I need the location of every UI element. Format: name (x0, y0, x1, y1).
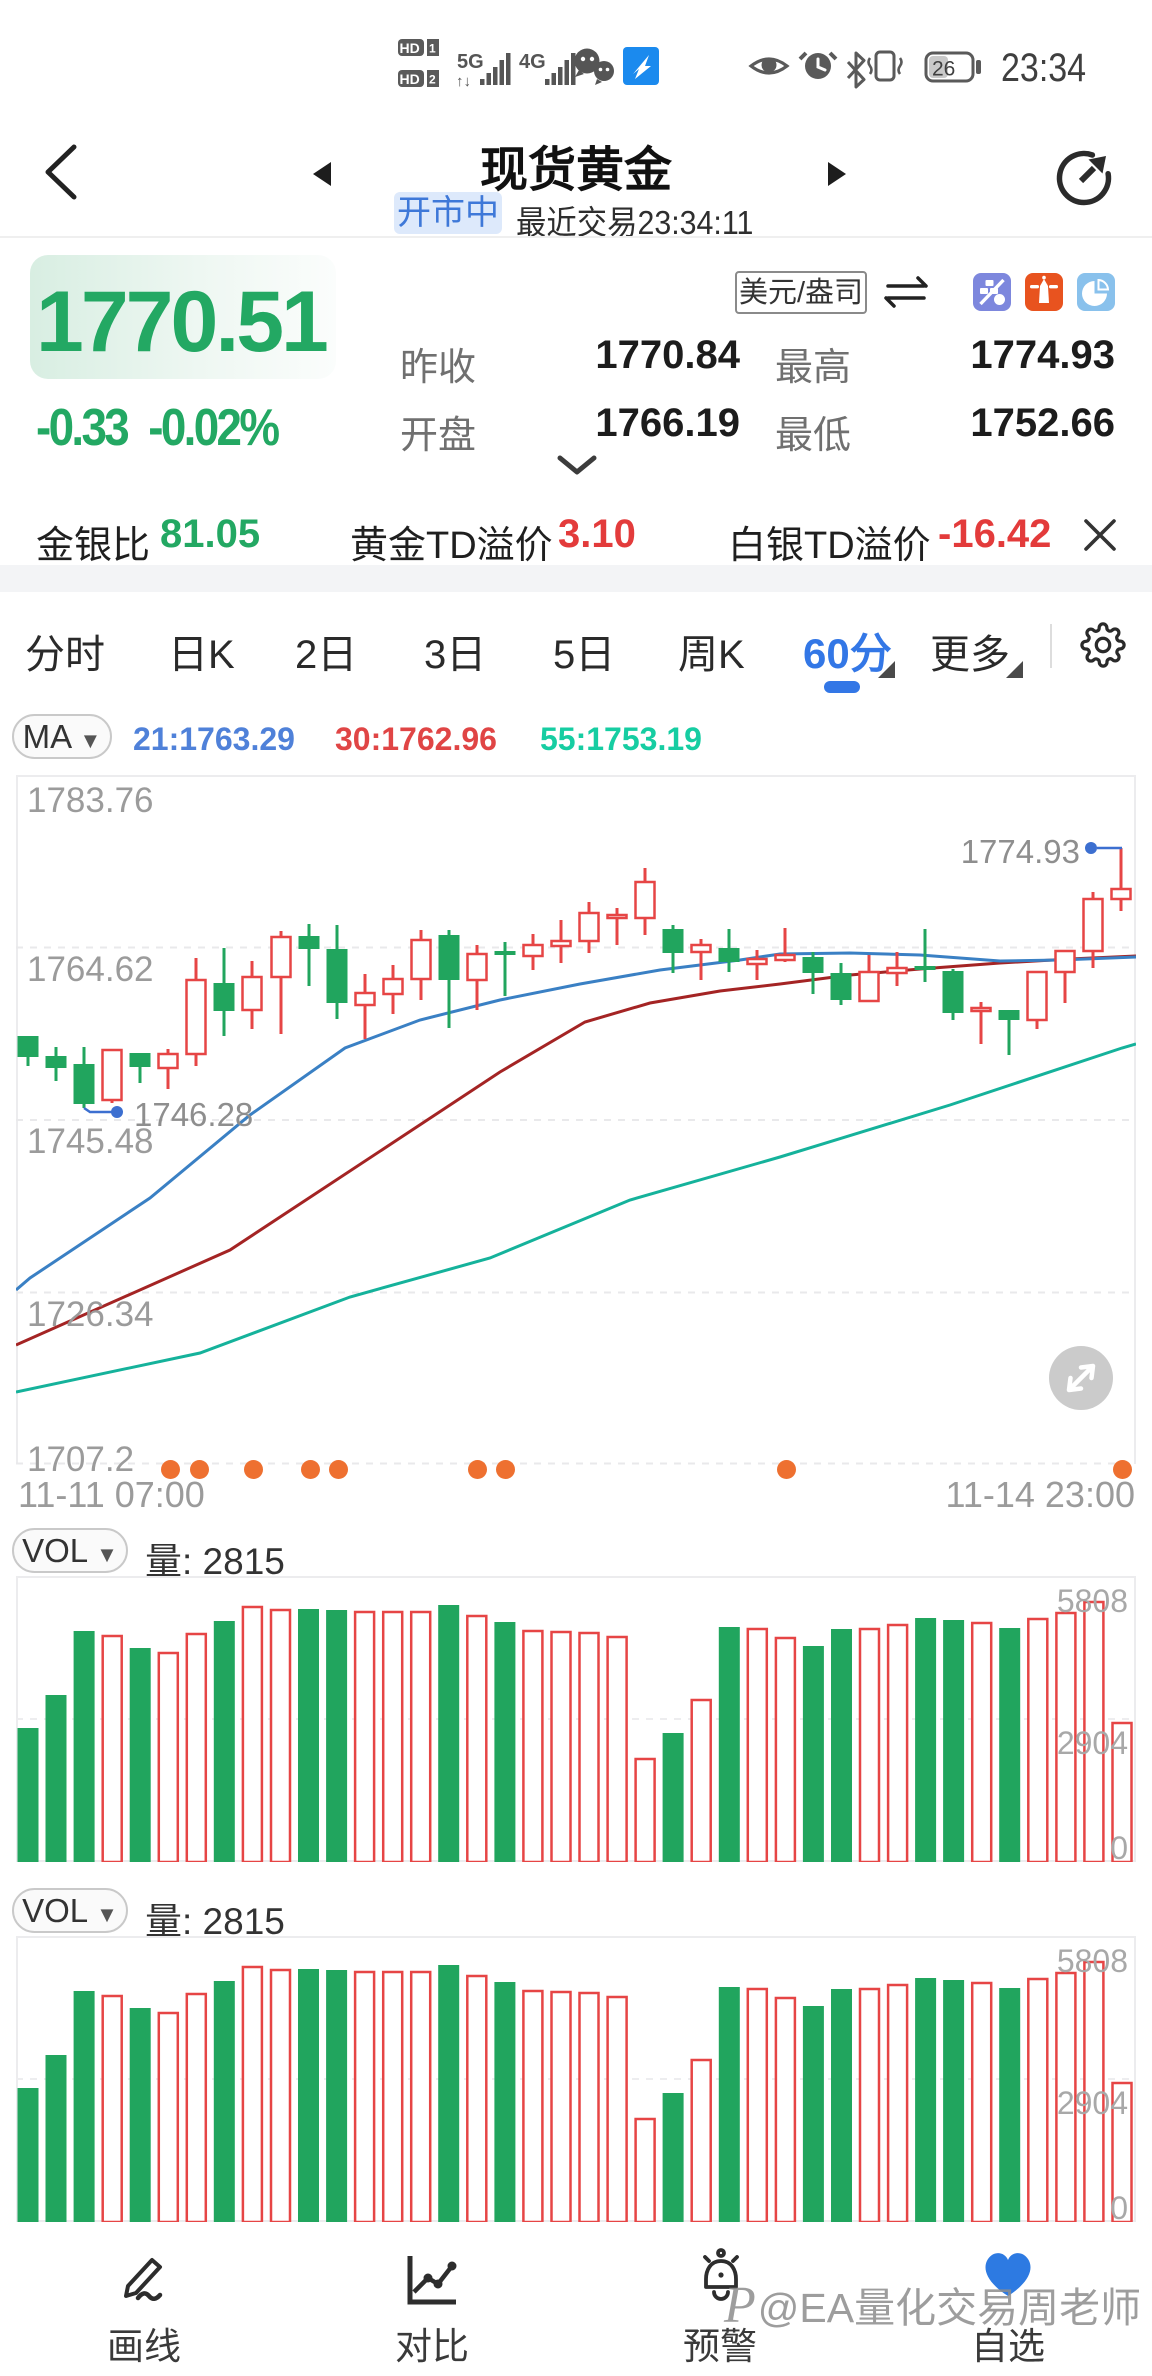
svg-text:HD: HD (400, 71, 420, 87)
svg-text:5G: 5G (457, 51, 484, 73)
svg-text:26: 26 (932, 58, 955, 81)
svg-text:2: 2 (429, 73, 436, 87)
svg-text:↑↓: ↑↓ (456, 73, 471, 90)
svg-text:HD: HD (400, 40, 420, 56)
svg-text:4G: 4G (519, 51, 546, 73)
svg-text:1: 1 (429, 42, 436, 56)
